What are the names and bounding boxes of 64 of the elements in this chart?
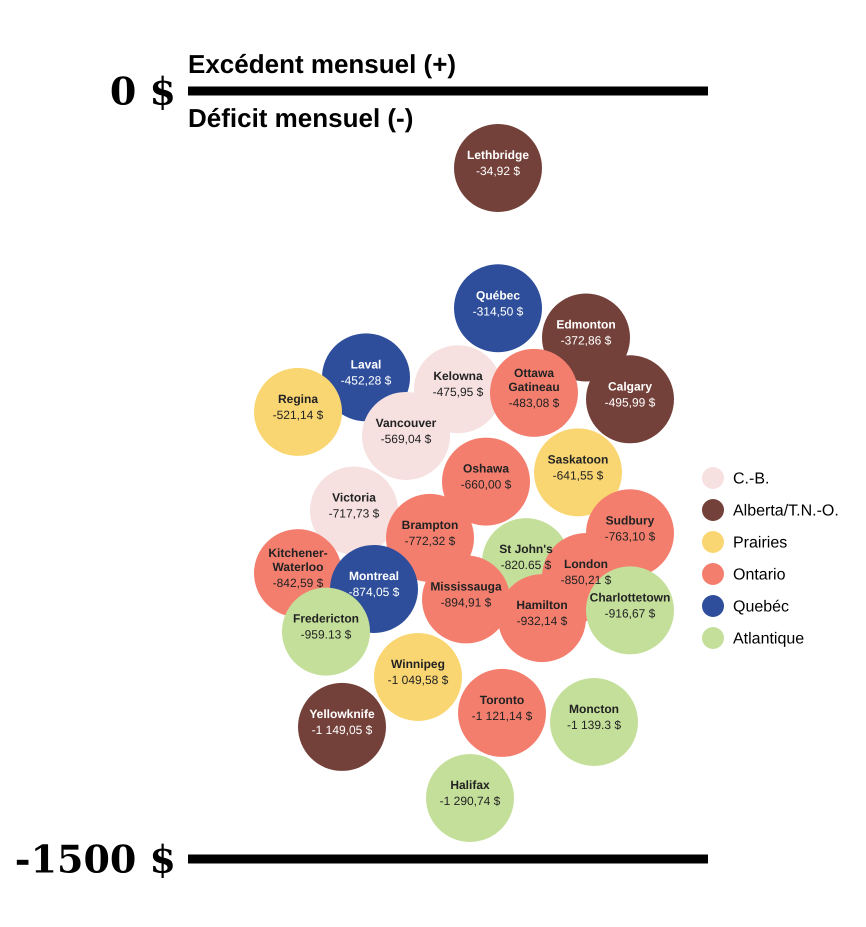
data-label: -660,00 $ xyxy=(460,478,512,492)
legend-label: Prairies xyxy=(733,534,788,552)
text: Déficit mensuel (-) xyxy=(188,103,414,133)
legend-label: Quebéc xyxy=(733,598,790,616)
data-label: -772,32 $ xyxy=(404,534,456,548)
category-label: Oshawa xyxy=(462,462,510,476)
category-label: Calgary xyxy=(608,379,652,394)
category-label: Toronto xyxy=(480,692,524,707)
data-label: -495,99 $ xyxy=(604,395,656,410)
category-label: Fredericton xyxy=(292,612,360,626)
category-label: Moncton xyxy=(569,702,619,716)
data-label: -763,10 $ xyxy=(604,529,656,544)
category-label: Hamilton xyxy=(516,598,568,612)
data-label: -959.13 $ xyxy=(300,628,352,642)
category-label: Vancouver xyxy=(376,416,437,430)
data-label: -850,21 $ xyxy=(560,573,612,587)
data-label: -1 290,74 $ xyxy=(440,794,501,808)
category-label: Yellowknife xyxy=(309,706,375,721)
category-label: Charlottetown xyxy=(590,590,670,604)
data-label: -1 139.3 $ xyxy=(566,718,622,732)
category-label: Halifax xyxy=(450,778,490,792)
data-label: -452,28 $ xyxy=(340,373,392,388)
category-label: Québec xyxy=(476,288,520,302)
category-label: Regina xyxy=(278,392,318,406)
data-label: -641,55 $ xyxy=(552,468,604,482)
category-label: Kitchener-Waterloo xyxy=(268,546,328,574)
data-label: -932,14 $ xyxy=(516,614,568,628)
category-label: St John's xyxy=(499,542,554,556)
category-label: Brampton xyxy=(402,518,458,532)
data-label: -372,86 $ xyxy=(560,334,612,348)
legend-label: Atlantique xyxy=(733,630,804,648)
category-label: Saskatoon xyxy=(548,452,608,466)
text: -1500 $ xyxy=(14,836,176,882)
text: Excédent mensuel (+) xyxy=(188,49,456,79)
data-label: -842,59 $ xyxy=(272,576,324,590)
category-label: Victoria xyxy=(332,490,376,505)
data-label: -894,91 $ xyxy=(440,595,492,610)
legend-label: Ontario xyxy=(733,566,786,584)
category-label: Edmonton xyxy=(556,318,616,332)
category-label: Lethbridge xyxy=(467,148,530,162)
data-label: -820.65 $ xyxy=(500,558,552,572)
data-label: -874,05 $ xyxy=(348,584,400,599)
category-label: Winnipeg xyxy=(391,657,445,672)
data-label: -483,08 $ xyxy=(508,396,560,410)
category-label: Ottawa Gatineau xyxy=(508,366,560,394)
data-label: -1 121,14 $ xyxy=(472,708,533,723)
category-label: Laval xyxy=(350,357,382,372)
data-label: -34,92 $ xyxy=(476,164,520,178)
category-label: Mississauga xyxy=(430,579,502,594)
category-label: Sudbury xyxy=(606,513,655,528)
text: 0 $ xyxy=(110,68,176,114)
data-label: -717,73 $ xyxy=(328,506,380,521)
data-label: -916,67 $ xyxy=(604,606,656,620)
legend-label: C.-B. xyxy=(733,470,770,488)
category-label: Montreal xyxy=(348,568,400,583)
data-label: -521,14 $ xyxy=(272,408,324,422)
category-label: Kelowna xyxy=(433,369,483,384)
data-label: -569,04 $ xyxy=(380,432,432,446)
legend-label: Alberta/T.N.-O. xyxy=(733,502,839,520)
data-label: -475,95 $ xyxy=(432,385,484,400)
category-label: London xyxy=(564,557,608,571)
data-label: -1 149,05 $ xyxy=(312,722,373,737)
data-label: -1 049,58 $ xyxy=(388,673,449,688)
data-label: -314,50 $ xyxy=(472,304,524,318)
